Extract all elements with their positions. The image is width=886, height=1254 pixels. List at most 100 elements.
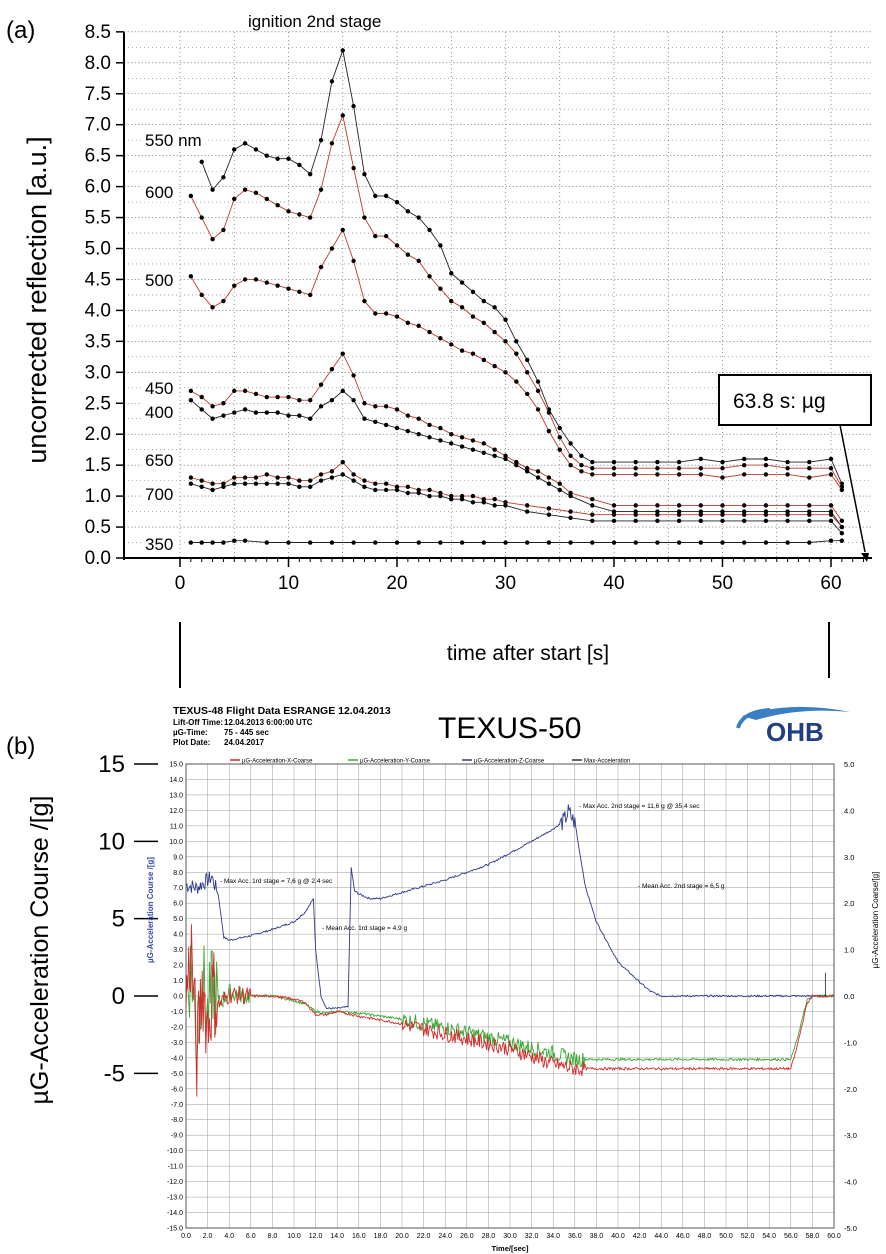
data-point <box>351 478 356 483</box>
ug-time-value: 75 - 445 sec <box>224 728 269 737</box>
data-point <box>535 407 541 412</box>
data-point <box>242 481 248 486</box>
panel-b-left-tick-label: 10.0 <box>169 839 183 846</box>
data-point <box>286 481 291 486</box>
panel-b-x-tick-label: 16.0 <box>352 1233 366 1240</box>
data-point <box>449 432 454 437</box>
series-label-bg <box>142 378 178 398</box>
ohb-logo-arc <box>736 708 771 729</box>
data-point <box>676 540 682 545</box>
data-point <box>232 283 237 288</box>
data-point <box>839 487 845 493</box>
data-point <box>253 277 259 282</box>
panel-b-x-ticks: 0.0 2.0 4.0 6.0 8.0 10.0 12.0 14.0 16.0 18.0 20.0 2… <box>181 1233 841 1240</box>
flight-header: TEXUS-48 Flight Data ESRANGE 12.04.2013 … <box>173 705 391 747</box>
ohb-logo: OHB <box>736 706 850 747</box>
data-point <box>438 540 443 545</box>
panel-b-legend: µG-Acceleration-X-Coarse µG-Acceleration-… <box>230 759 630 765</box>
data-point <box>763 509 769 514</box>
data-point <box>253 475 259 480</box>
data-point <box>275 475 280 480</box>
data-point <box>308 397 313 403</box>
data-point <box>329 246 335 251</box>
panel-b-outer-tick-label: -5 <box>104 1060 125 1087</box>
series-label-bg <box>142 484 178 504</box>
data-point <box>373 404 378 409</box>
ug-time-key: µG-Time: <box>173 728 208 737</box>
data-point <box>698 509 703 514</box>
panel-b-right-tick-label: 5.0 <box>844 760 854 769</box>
panel-b-x-tick-label: 18.0 <box>374 1233 388 1240</box>
data-point <box>373 233 378 239</box>
data-point <box>611 466 617 471</box>
data-point <box>742 509 747 514</box>
data-point <box>416 323 421 329</box>
panel-b-x-tick-label: 56.0 <box>784 1233 798 1240</box>
data-point <box>676 459 682 465</box>
panel-b-inner-left-ticks: 15.0 14.0 13.0 12.0 11.0 10.0 9.0 8.0 7.0 6.0 5.0 4… <box>167 762 183 1233</box>
panel-b-left-tick-label: -10.0 <box>167 1148 183 1155</box>
series-label: 700 <box>145 485 173 504</box>
data-point <box>275 202 280 208</box>
data-point <box>839 538 845 543</box>
data-point <box>514 459 519 465</box>
data-point <box>590 512 595 517</box>
panel-b-left-tick-label: 2.0 <box>173 963 183 970</box>
data-point <box>405 428 411 434</box>
panel-b-x-tick-label: 22.0 <box>417 1233 431 1240</box>
panel-b-x-tick-label: 34.0 <box>546 1233 560 1240</box>
panel-b: (b) TEXUS-48 Flight Data ESRANGE 12.04.2… <box>6 705 880 1253</box>
panel-b-outer-tick-label: 15 <box>98 751 125 778</box>
data-point <box>470 289 476 295</box>
data-point <box>449 496 454 502</box>
data-point <box>785 509 790 514</box>
data-point <box>405 413 411 418</box>
data-point <box>763 540 769 545</box>
panel-b-x-tick-label: 0.0 <box>181 1233 191 1240</box>
data-point <box>492 305 497 310</box>
panel-b-right-tick-label: 4.0 <box>844 806 854 815</box>
data-point <box>199 484 204 490</box>
data-point <box>807 466 812 471</box>
data-point <box>340 459 345 465</box>
data-point <box>340 227 345 233</box>
data-point <box>308 540 313 545</box>
ignition-annotation: ignition 2nd stage <box>248 12 381 31</box>
data-point <box>351 103 356 109</box>
data-point <box>394 243 400 248</box>
data-point <box>676 466 682 471</box>
panel-b-right-tick-label: -2.0 <box>844 1085 857 1094</box>
series-line--g-acceleration-z-coarse <box>185 804 835 1010</box>
data-point <box>232 481 237 486</box>
data-point <box>264 481 269 486</box>
data-point <box>470 447 476 452</box>
data-point <box>655 512 660 517</box>
data-point <box>275 410 280 415</box>
data-point <box>579 453 584 459</box>
data-point <box>807 540 812 545</box>
panel-b-x-tick-label: 26.0 <box>460 1233 474 1240</box>
data-point <box>329 469 335 474</box>
data-point <box>297 484 302 490</box>
data-point <box>481 540 486 545</box>
data-point <box>492 453 497 459</box>
data-point <box>210 187 215 192</box>
data-point <box>535 475 541 480</box>
panel-a-series <box>188 48 845 545</box>
data-point <box>416 215 421 220</box>
data-point <box>590 496 595 502</box>
panel-b-left-tick-label: -8.0 <box>171 1117 183 1124</box>
data-point <box>785 540 790 545</box>
panel-b-left-tick-label: 11.0 <box>170 823 183 830</box>
data-point <box>742 462 747 468</box>
flight-title: TEXUS-48 Flight Data ESRANGE 12.04.2013 <box>173 705 391 717</box>
data-point <box>264 540 269 545</box>
microg-annotation-box <box>718 374 872 426</box>
panel-b-left-tick-label: -2.0 <box>171 1024 183 1031</box>
data-point <box>383 193 389 199</box>
data-point <box>438 243 443 248</box>
data-point <box>535 469 541 474</box>
data-point <box>503 339 508 344</box>
data-point <box>720 518 725 524</box>
data-point <box>275 156 280 161</box>
